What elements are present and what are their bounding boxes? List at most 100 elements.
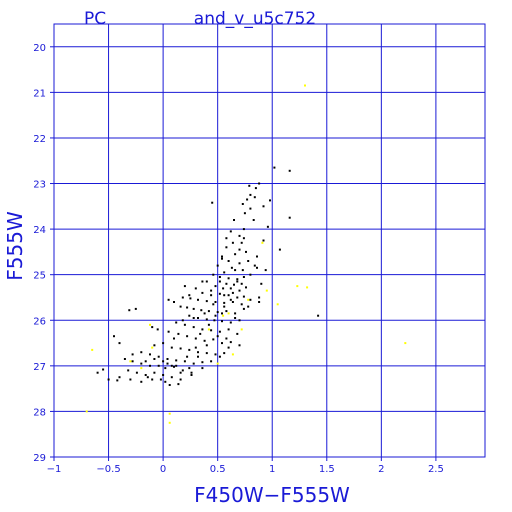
data-point-black <box>278 248 281 251</box>
data-point-black <box>222 287 225 290</box>
data-point-black <box>230 266 233 269</box>
data-point-black <box>140 362 143 365</box>
data-point-black <box>116 379 119 382</box>
data-point-yellow <box>240 328 243 331</box>
data-point-black <box>205 352 208 355</box>
data-point-black <box>135 371 138 374</box>
data-point-black <box>186 335 189 338</box>
y-tick-label: 29 <box>33 453 46 464</box>
data-point-black <box>201 291 204 294</box>
y-tick-label: 27 <box>33 362 46 373</box>
data-point-black <box>214 314 217 317</box>
y-tick-label: 26 <box>33 316 46 327</box>
data-point-black <box>234 312 237 315</box>
data-point-black <box>288 216 291 219</box>
data-point-black <box>166 362 169 365</box>
data-point-yellow <box>140 367 143 370</box>
data-point-black <box>179 305 182 308</box>
data-point-black <box>242 307 245 310</box>
data-point-black <box>242 276 245 278</box>
data-point-black <box>188 348 191 351</box>
data-point-black <box>144 360 147 363</box>
data-point-black <box>238 289 241 292</box>
data-point-black <box>256 266 258 269</box>
data-point-yellow <box>231 353 234 356</box>
data-point-black <box>214 285 217 288</box>
data-point-black <box>156 328 159 331</box>
data-point-black <box>236 280 239 283</box>
chart-title: and_v_u5c752 <box>194 9 316 29</box>
x-tick-label: 0 <box>160 464 166 475</box>
data-point-yellow <box>168 421 171 424</box>
data-point-black <box>149 364 151 367</box>
data-point-black <box>234 317 237 319</box>
data-point-yellow <box>222 314 225 317</box>
data-point-black <box>249 193 252 196</box>
data-point-black <box>256 255 258 258</box>
data-point-black <box>242 228 245 231</box>
data-point-black <box>162 342 165 345</box>
x-tick-label: 0.5 <box>210 464 226 475</box>
data-point-black <box>201 361 204 364</box>
data-point-black <box>207 323 210 326</box>
data-point-black <box>249 273 252 276</box>
y-tick-label: 22 <box>33 134 46 145</box>
data-point-yellow <box>304 84 306 87</box>
data-point-black <box>186 355 189 358</box>
data-point-black <box>177 332 180 335</box>
data-point-black <box>197 317 199 319</box>
data-point-black <box>213 319 216 322</box>
data-point-black <box>236 332 239 335</box>
data-point-black <box>170 376 173 379</box>
data-point-black <box>186 306 189 309</box>
data-point-black <box>254 187 257 190</box>
data-point-black <box>258 296 261 299</box>
data-point-yellow <box>91 348 94 351</box>
data-point-yellow <box>149 323 151 326</box>
data-point-black <box>221 257 223 260</box>
data-point-black <box>129 378 132 381</box>
data-point-yellow <box>216 362 219 365</box>
data-point-black <box>227 294 230 297</box>
data-point-black <box>227 328 230 331</box>
data-point-black <box>175 359 178 362</box>
x-tick-label: −1 <box>47 464 62 475</box>
data-point-black <box>225 246 228 249</box>
data-point-yellow <box>404 342 407 345</box>
data-point-black <box>269 199 271 202</box>
data-point-black <box>240 241 243 244</box>
data-point-black <box>183 323 186 326</box>
data-point-black <box>170 346 173 349</box>
data-point-black <box>205 280 208 283</box>
data-point-black <box>192 317 195 319</box>
data-point-black <box>258 301 261 303</box>
data-point-black <box>266 225 269 228</box>
y-tick-label: 25 <box>33 271 46 282</box>
data-point-black <box>205 300 208 303</box>
data-point-black <box>243 212 246 215</box>
data-point-black <box>229 298 232 301</box>
data-point-black <box>264 269 267 272</box>
data-point-black <box>212 273 215 276</box>
data-point-black <box>229 321 232 324</box>
data-point-black <box>175 321 178 324</box>
data-point-yellow <box>247 298 250 301</box>
data-point-black <box>221 255 223 258</box>
data-point-black <box>179 347 182 350</box>
data-point-black <box>162 360 165 363</box>
data-point-yellow <box>276 303 279 306</box>
data-point-black <box>260 282 263 285</box>
data-point-black <box>231 301 234 303</box>
data-point-black <box>238 262 241 265</box>
data-point-black <box>188 367 191 370</box>
data-point-black <box>216 264 219 267</box>
data-point-black <box>242 295 245 298</box>
x-tick-label: 2 <box>378 464 384 475</box>
data-point-black <box>225 282 228 285</box>
data-point-black <box>253 196 256 199</box>
data-point-yellow <box>168 412 171 415</box>
data-point-black <box>151 378 154 381</box>
data-point-black <box>225 310 228 313</box>
data-point-black <box>207 310 210 313</box>
data-point-black <box>245 250 247 253</box>
